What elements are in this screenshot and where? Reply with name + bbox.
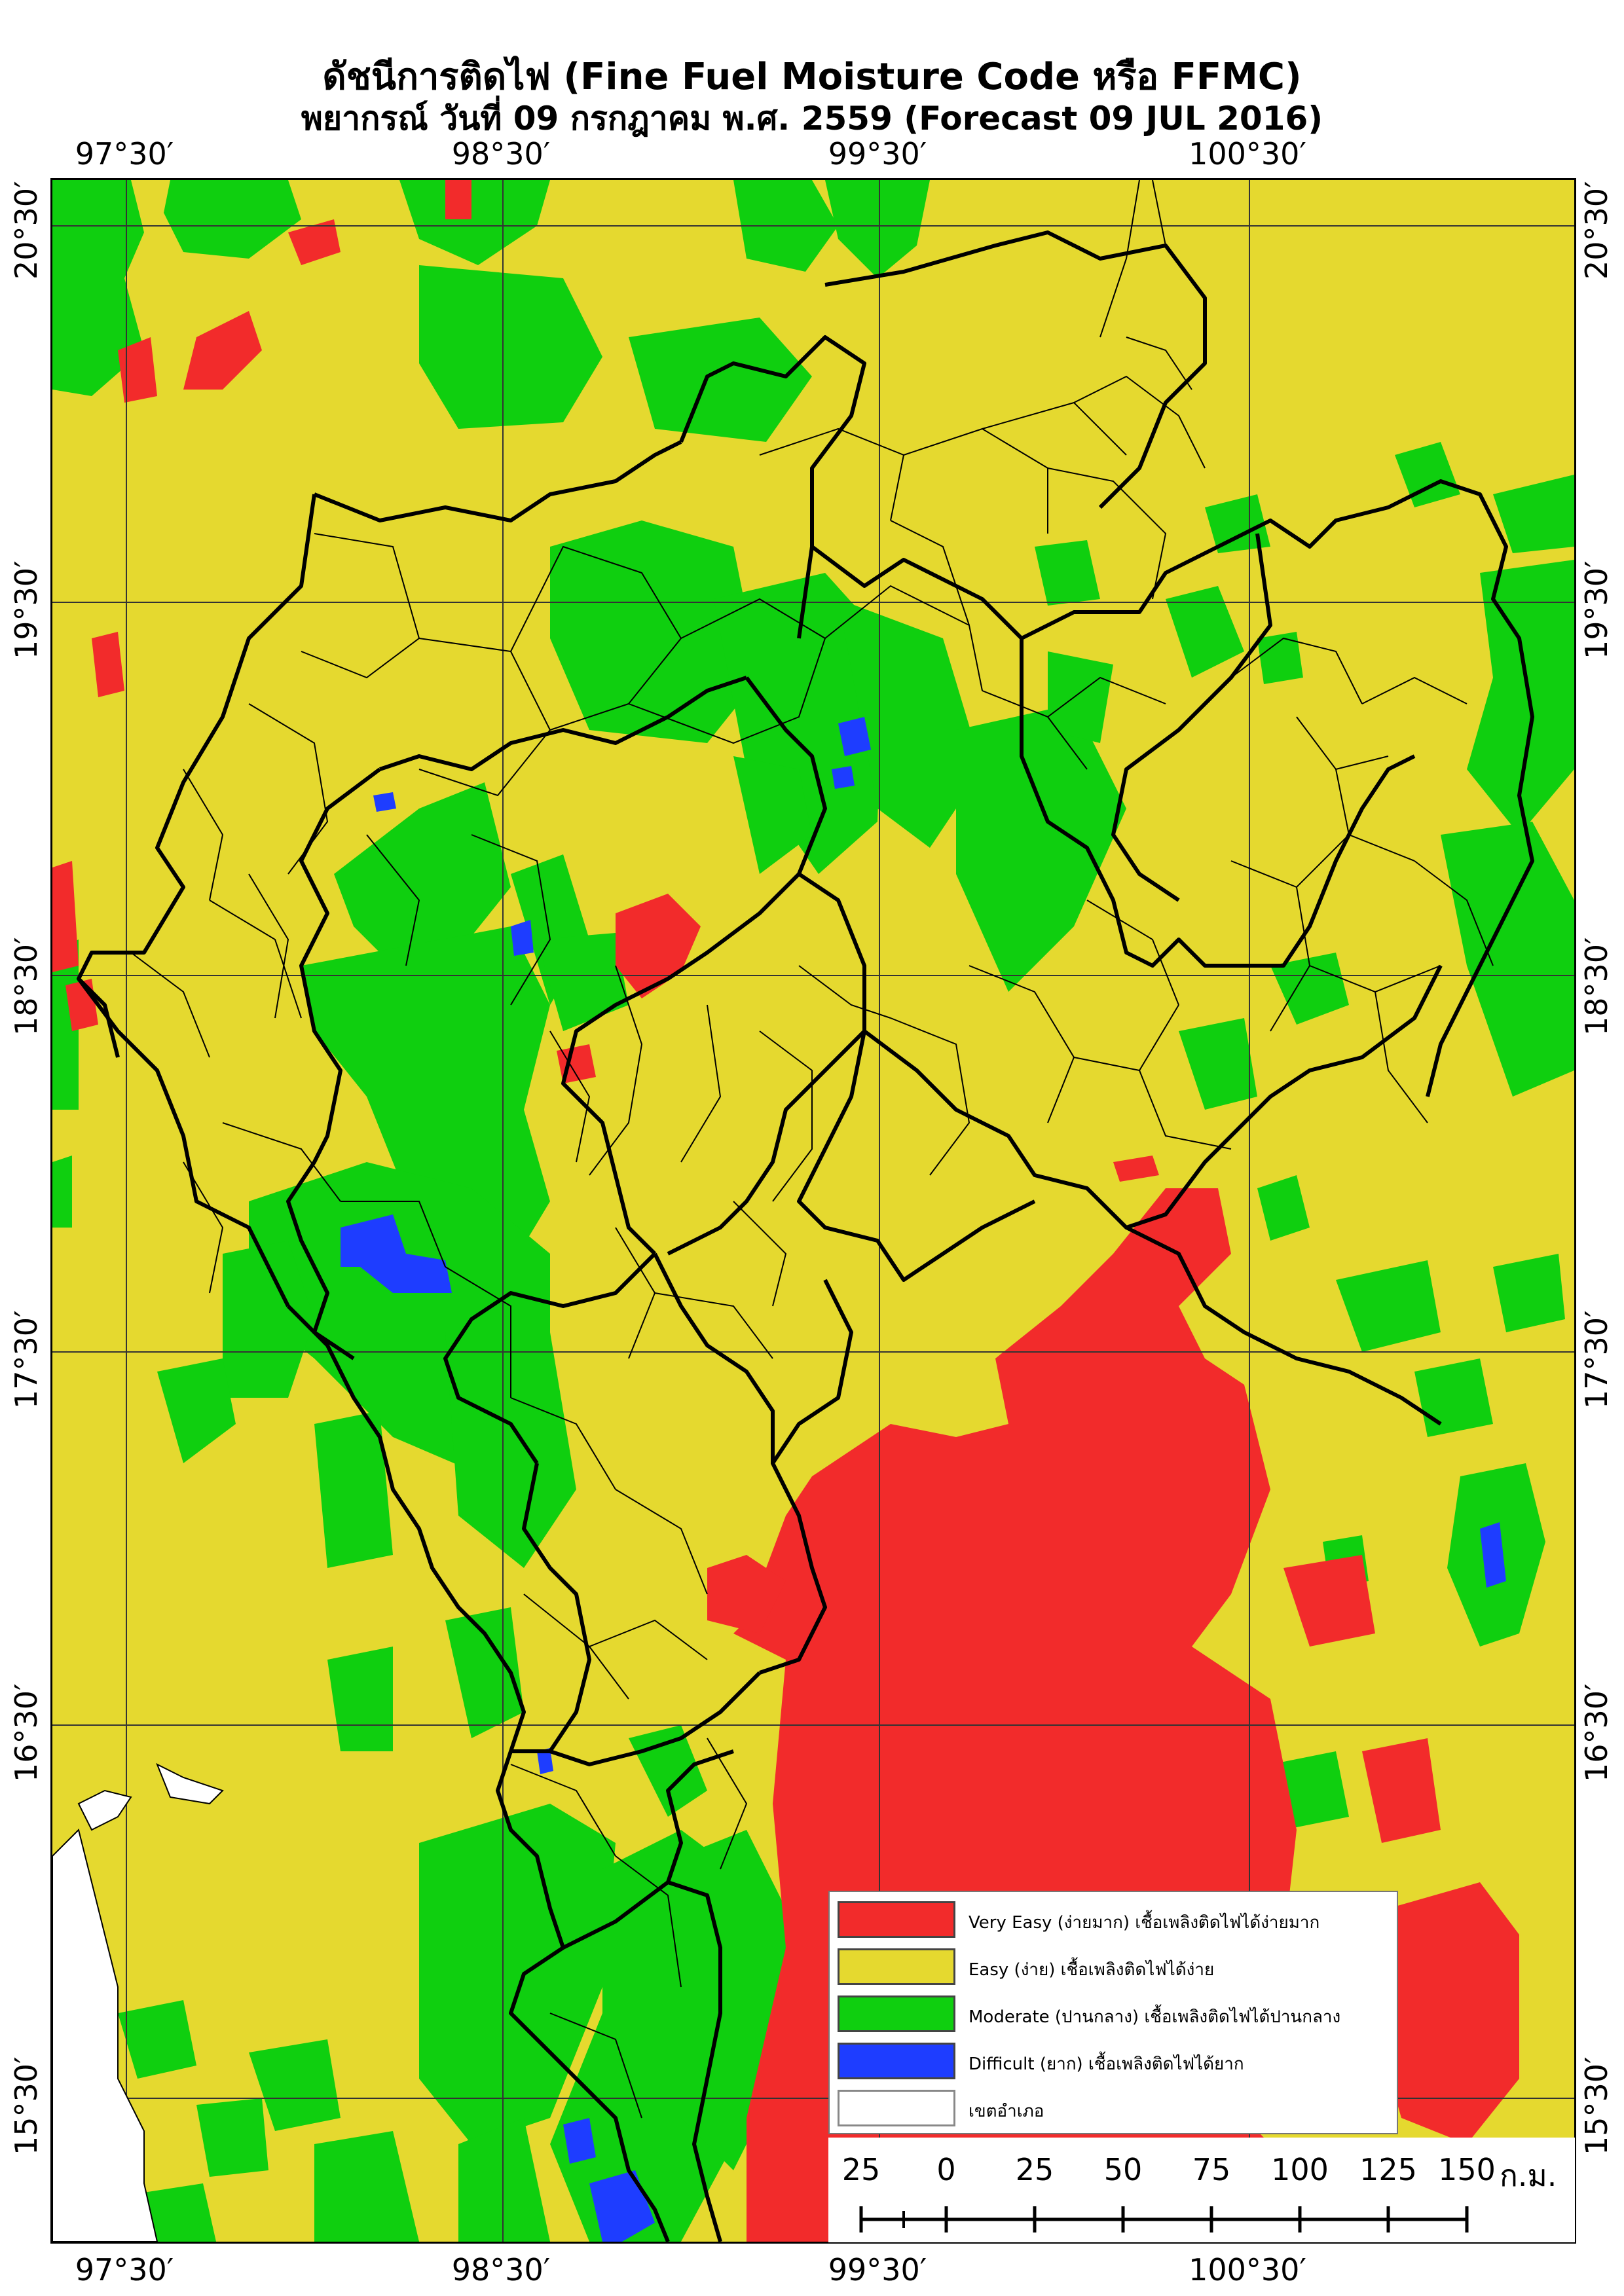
scale-tick-label: 100	[1271, 2152, 1329, 2187]
legend-swatch-moderate	[838, 1995, 955, 2032]
lon-label-top-97-30: 97°30′	[75, 136, 174, 172]
lon-label-bottom-97-30: 97°30′	[75, 2252, 174, 2287]
lat-label-right-17-30: 17°30′	[1579, 1310, 1614, 1409]
legend-label-difficult: Difficult (ยาก) เชื้อเพลิงติดไฟได้ยาก	[969, 2054, 1244, 2074]
legend-swatch-easy	[838, 1948, 955, 1985]
sea-area	[52, 1762, 224, 2242]
lat-label-right-18-30: 18°30′	[1579, 937, 1614, 1036]
legend-item-very-easy: Very Easy (ง่ายมาก) เชื้อเพลิงติดไฟได้ง่…	[838, 1901, 1388, 1938]
scale-tick-label: 25	[841, 2152, 881, 2187]
scale-unit: ก.ม.	[1500, 2158, 1557, 2193]
legend-item-district: เขตอำเภอ	[838, 2090, 1388, 2126]
scale-bar-graphic	[859, 2206, 1469, 2232]
map-legend: Very Easy (ง่ายมาก) เชื้อเพลิงติดไฟได้ง่…	[828, 1891, 1398, 2134]
lon-label-bottom-100-30: 100°30′	[1189, 2252, 1306, 2287]
legend-item-easy: Easy (ง่าย) เชื้อเพลิงติดไฟได้ง่าย	[838, 1948, 1388, 1985]
legend-swatch-difficult	[838, 2043, 955, 2079]
moderate-regions	[52, 180, 1574, 2242]
legend-item-difficult: Difficult (ยาก) เชื้อเพลิงติดไฟได้ยาก	[838, 2043, 1388, 2079]
district-boundaries	[130, 180, 1494, 2119]
lat-label-left-19-30: 19°30′	[9, 560, 44, 659]
legend-label-moderate: Moderate (ปานกลาง) เชื้อเพลิงติดไฟได้ปาน…	[969, 2007, 1341, 2027]
map-subtitle: พยากรณ์ วันที่ 09 กรกฎาคม พ.ศ. 2559 (For…	[301, 100, 1323, 137]
lat-label-right-20-30: 20°30′	[1579, 181, 1614, 280]
legend-label-district: เขตอำเภอ	[969, 2102, 1044, 2121]
lon-label-top-99-30: 99°30′	[828, 136, 927, 172]
map-title: ดัชนีการติดไฟ (Fine Fuel Moisture Code ห…	[322, 56, 1302, 98]
scale-tick-label: 25	[1015, 2152, 1054, 2187]
lat-label-right-16-30: 16°30′	[1579, 1683, 1614, 1782]
scale-tick-label: 75	[1192, 2152, 1231, 2187]
scale-tick-label: 50	[1103, 2152, 1143, 2187]
scale-tick-label: 150	[1438, 2152, 1496, 2187]
lat-label-right-19-30: 19°30′	[1579, 560, 1614, 659]
lat-label-left-20-30: 20°30′	[9, 181, 44, 280]
legend-item-moderate: Moderate (ปานกลาง) เชื้อเพลิงติดไฟได้ปาน…	[838, 1995, 1388, 2032]
scale-bar: 25 0 25 50 75 100 125 150 ก.ม.	[828, 2138, 1575, 2242]
difficult-regions	[341, 717, 1506, 2242]
legend-swatch-very-easy	[838, 1901, 955, 1938]
scale-tick-label: 125	[1359, 2152, 1417, 2187]
lat-label-right-15-30: 15°30′	[1579, 2056, 1614, 2155]
lat-label-left-16-30: 16°30′	[9, 1683, 44, 1782]
legend-label-easy: Easy (ง่าย) เชื้อเพลิงติดไฟได้ง่าย	[969, 1960, 1215, 1980]
lon-label-bottom-98-30: 98°30′	[451, 2252, 551, 2287]
lat-label-left-15-30: 15°30′	[9, 2056, 44, 2155]
province-boundaries	[77, 230, 1534, 2242]
lon-label-top-100-30: 100°30′	[1189, 136, 1306, 172]
lon-label-top-98-30: 98°30′	[451, 136, 551, 172]
lon-label-bottom-99-30: 99°30′	[828, 2252, 927, 2287]
scale-tick-label: 0	[936, 2152, 956, 2187]
legend-label-very-easy: Very Easy (ง่ายมาก) เชื้อเพลิงติดไฟได้ง่…	[969, 1913, 1320, 1933]
lat-label-left-18-30: 18°30′	[9, 937, 44, 1036]
legend-swatch-district	[838, 2090, 955, 2126]
lat-label-left-17-30: 17°30′	[9, 1310, 44, 1409]
